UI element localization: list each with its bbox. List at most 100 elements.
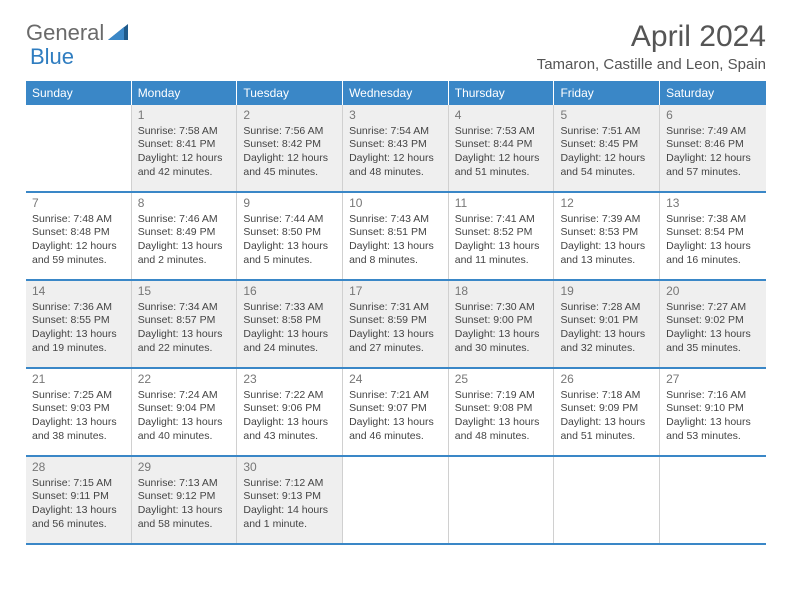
daylight-line: Daylight: 13 hours and 19 minutes. bbox=[32, 328, 125, 355]
sunrise-line: Sunrise: 7:44 AM bbox=[243, 213, 336, 227]
week-row: 1Sunrise: 7:58 AMSunset: 8:41 PMDaylight… bbox=[26, 105, 766, 193]
daylight-line: Daylight: 13 hours and 13 minutes. bbox=[560, 240, 653, 267]
daylight-line: Daylight: 13 hours and 43 minutes. bbox=[243, 416, 336, 443]
date-number: 6 bbox=[666, 108, 760, 124]
date-number: 4 bbox=[455, 108, 548, 124]
date-number: 8 bbox=[138, 196, 231, 212]
empty-cell bbox=[449, 457, 555, 543]
sunset-line: Sunset: 8:50 PM bbox=[243, 226, 336, 240]
sunrise-line: Sunrise: 7:15 AM bbox=[32, 477, 125, 491]
date-number: 5 bbox=[560, 108, 653, 124]
sunrise-line: Sunrise: 7:24 AM bbox=[138, 389, 231, 403]
sunset-line: Sunset: 8:45 PM bbox=[560, 138, 653, 152]
weeks-container: 1Sunrise: 7:58 AMSunset: 8:41 PMDaylight… bbox=[26, 105, 766, 545]
day-cell: 1Sunrise: 7:58 AMSunset: 8:41 PMDaylight… bbox=[132, 105, 238, 191]
day-header-row: SundayMondayTuesdayWednesdayThursdayFrid… bbox=[26, 81, 766, 105]
daylight-line: Daylight: 13 hours and 8 minutes. bbox=[349, 240, 442, 267]
day-cell: 14Sunrise: 7:36 AMSunset: 8:55 PMDayligh… bbox=[26, 281, 132, 367]
empty-cell bbox=[26, 105, 132, 191]
daylight-line: Daylight: 13 hours and 35 minutes. bbox=[666, 328, 760, 355]
daylight-line: Daylight: 12 hours and 45 minutes. bbox=[243, 152, 336, 179]
date-number: 20 bbox=[666, 284, 760, 300]
sunrise-line: Sunrise: 7:39 AM bbox=[560, 213, 653, 227]
sunrise-line: Sunrise: 7:18 AM bbox=[560, 389, 653, 403]
day-cell: 9Sunrise: 7:44 AMSunset: 8:50 PMDaylight… bbox=[237, 193, 343, 279]
sunset-line: Sunset: 8:48 PM bbox=[32, 226, 125, 240]
daylight-line: Daylight: 12 hours and 57 minutes. bbox=[666, 152, 760, 179]
day-header-cell: Tuesday bbox=[237, 81, 343, 105]
daylight-line: Daylight: 13 hours and 2 minutes. bbox=[138, 240, 231, 267]
day-cell: 10Sunrise: 7:43 AMSunset: 8:51 PMDayligh… bbox=[343, 193, 449, 279]
day-cell: 6Sunrise: 7:49 AMSunset: 8:46 PMDaylight… bbox=[660, 105, 766, 191]
date-number: 10 bbox=[349, 196, 442, 212]
day-cell: 19Sunrise: 7:28 AMSunset: 9:01 PMDayligh… bbox=[554, 281, 660, 367]
sunrise-line: Sunrise: 7:33 AM bbox=[243, 301, 336, 315]
date-number: 28 bbox=[32, 460, 125, 476]
daylight-line: Daylight: 12 hours and 59 minutes. bbox=[32, 240, 125, 267]
daylight-line: Daylight: 13 hours and 38 minutes. bbox=[32, 416, 125, 443]
month-title: April 2024 bbox=[537, 20, 766, 54]
daylight-line: Daylight: 13 hours and 5 minutes. bbox=[243, 240, 336, 267]
sunrise-line: Sunrise: 7:38 AM bbox=[666, 213, 760, 227]
sunset-line: Sunset: 8:51 PM bbox=[349, 226, 442, 240]
day-cell: 16Sunrise: 7:33 AMSunset: 8:58 PMDayligh… bbox=[237, 281, 343, 367]
brand-part2: Blue bbox=[30, 44, 74, 70]
day-cell: 4Sunrise: 7:53 AMSunset: 8:44 PMDaylight… bbox=[449, 105, 555, 191]
day-cell: 22Sunrise: 7:24 AMSunset: 9:04 PMDayligh… bbox=[132, 369, 238, 455]
date-number: 1 bbox=[138, 108, 231, 124]
daylight-line: Daylight: 13 hours and 53 minutes. bbox=[666, 416, 760, 443]
sunset-line: Sunset: 8:53 PM bbox=[560, 226, 653, 240]
sunset-line: Sunset: 8:52 PM bbox=[455, 226, 548, 240]
sunset-line: Sunset: 9:07 PM bbox=[349, 402, 442, 416]
sunrise-line: Sunrise: 7:43 AM bbox=[349, 213, 442, 227]
day-cell: 28Sunrise: 7:15 AMSunset: 9:11 PMDayligh… bbox=[26, 457, 132, 543]
date-number: 27 bbox=[666, 372, 760, 388]
date-number: 13 bbox=[666, 196, 760, 212]
day-cell: 5Sunrise: 7:51 AMSunset: 8:45 PMDaylight… bbox=[554, 105, 660, 191]
date-number: 9 bbox=[243, 196, 336, 212]
week-row: 21Sunrise: 7:25 AMSunset: 9:03 PMDayligh… bbox=[26, 369, 766, 457]
day-header-cell: Thursday bbox=[449, 81, 555, 105]
daylight-line: Daylight: 12 hours and 51 minutes. bbox=[455, 152, 548, 179]
day-cell: 27Sunrise: 7:16 AMSunset: 9:10 PMDayligh… bbox=[660, 369, 766, 455]
date-number: 25 bbox=[455, 372, 548, 388]
sunrise-line: Sunrise: 7:41 AM bbox=[455, 213, 548, 227]
sunset-line: Sunset: 9:13 PM bbox=[243, 490, 336, 504]
day-cell: 26Sunrise: 7:18 AMSunset: 9:09 PMDayligh… bbox=[554, 369, 660, 455]
daylight-line: Daylight: 13 hours and 30 minutes. bbox=[455, 328, 548, 355]
brand-logo: General bbox=[26, 20, 128, 46]
sunrise-line: Sunrise: 7:51 AM bbox=[560, 125, 653, 139]
daylight-line: Daylight: 13 hours and 58 minutes. bbox=[138, 504, 231, 531]
sunset-line: Sunset: 9:08 PM bbox=[455, 402, 548, 416]
daylight-line: Daylight: 13 hours and 32 minutes. bbox=[560, 328, 653, 355]
sunrise-line: Sunrise: 7:22 AM bbox=[243, 389, 336, 403]
sunset-line: Sunset: 9:11 PM bbox=[32, 490, 125, 504]
header: General April 2024 Tamaron, Castille and… bbox=[0, 0, 792, 81]
date-number: 24 bbox=[349, 372, 442, 388]
sunset-line: Sunset: 9:00 PM bbox=[455, 314, 548, 328]
sunrise-line: Sunrise: 7:13 AM bbox=[138, 477, 231, 491]
day-cell: 3Sunrise: 7:54 AMSunset: 8:43 PMDaylight… bbox=[343, 105, 449, 191]
sunrise-line: Sunrise: 7:54 AM bbox=[349, 125, 442, 139]
sunrise-line: Sunrise: 7:53 AM bbox=[455, 125, 548, 139]
sunrise-line: Sunrise: 7:16 AM bbox=[666, 389, 760, 403]
sunset-line: Sunset: 8:44 PM bbox=[455, 138, 548, 152]
sunrise-line: Sunrise: 7:58 AM bbox=[138, 125, 231, 139]
daylight-line: Daylight: 12 hours and 54 minutes. bbox=[560, 152, 653, 179]
sunset-line: Sunset: 9:01 PM bbox=[560, 314, 653, 328]
day-header-cell: Wednesday bbox=[343, 81, 449, 105]
sunset-line: Sunset: 8:57 PM bbox=[138, 314, 231, 328]
date-number: 3 bbox=[349, 108, 442, 124]
sunrise-line: Sunrise: 7:25 AM bbox=[32, 389, 125, 403]
sunset-line: Sunset: 8:59 PM bbox=[349, 314, 442, 328]
sunset-line: Sunset: 9:04 PM bbox=[138, 402, 231, 416]
sunrise-line: Sunrise: 7:28 AM bbox=[560, 301, 653, 315]
daylight-line: Daylight: 13 hours and 48 minutes. bbox=[455, 416, 548, 443]
day-cell: 23Sunrise: 7:22 AMSunset: 9:06 PMDayligh… bbox=[237, 369, 343, 455]
sunset-line: Sunset: 9:02 PM bbox=[666, 314, 760, 328]
day-cell: 8Sunrise: 7:46 AMSunset: 8:49 PMDaylight… bbox=[132, 193, 238, 279]
sunset-line: Sunset: 8:43 PM bbox=[349, 138, 442, 152]
day-cell: 25Sunrise: 7:19 AMSunset: 9:08 PMDayligh… bbox=[449, 369, 555, 455]
date-number: 26 bbox=[560, 372, 653, 388]
sunset-line: Sunset: 9:03 PM bbox=[32, 402, 125, 416]
